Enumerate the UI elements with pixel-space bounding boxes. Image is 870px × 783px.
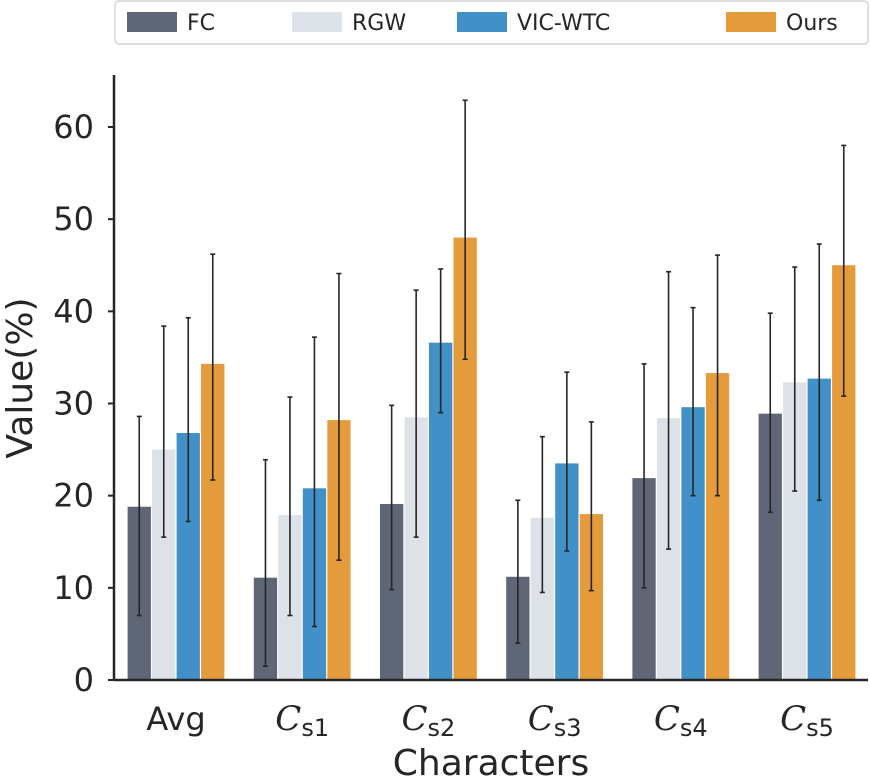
error-bar-fc-0 [136, 415, 142, 617]
legend-label-ours: Ours [786, 11, 838, 36]
bar-rgw-2 [404, 417, 428, 680]
x-tick-label-0: Avg [146, 700, 205, 738]
bar-vic-wtc-0 [176, 432, 200, 680]
error-bar-ours-0 [210, 253, 216, 481]
error-bar-vic-wtc-0 [185, 316, 191, 523]
error-bar-fc-5 [767, 312, 773, 514]
legend: FC RGW VIC-WTC Ours [114, 0, 869, 45]
y-tick-label-40: 40 [53, 292, 94, 330]
y-tick-label-0: 0 [74, 661, 94, 699]
bar-vic-wtc-3 [555, 463, 579, 680]
error-bar-rgw-2 [413, 289, 419, 538]
error-bar-vic-wtc-5 [816, 243, 822, 502]
legend-swatch-vic-wtc [457, 12, 507, 32]
bar-ours-5 [832, 265, 856, 680]
bar-ours-0 [201, 363, 225, 680]
x-axis-title: Characters [393, 743, 590, 783]
error-bars [136, 99, 847, 667]
legend-label-fc: FC [187, 11, 215, 36]
bar-ours-3 [579, 514, 603, 680]
error-bar-vic-wtc-2 [438, 268, 444, 414]
legend-label-vic-wtc: VIC-WTC [517, 11, 610, 36]
y-tick-label-30: 30 [53, 385, 94, 423]
error-bar-rgw-5 [792, 266, 798, 492]
error-bar-fc-4 [641, 363, 647, 589]
bar-vic-wtc-2 [429, 342, 453, 680]
legend-label-rgw: RGW [352, 11, 406, 36]
y-tick-label-20: 20 [53, 477, 94, 515]
x-axis-ticks: Avg Cs1 Cs2 Cs3 Cs4 Cs5 [146, 699, 834, 742]
error-bar-ours-4 [715, 254, 721, 497]
bar-ours-2 [453, 237, 477, 680]
error-bar-rgw-3 [539, 435, 545, 594]
error-bar-ours-1 [336, 272, 342, 561]
error-bar-vic-wtc-4 [690, 306, 696, 497]
error-bar-fc-3 [515, 499, 521, 644]
bar-rgw-5 [783, 382, 807, 680]
bar-rgw-3 [530, 517, 554, 680]
legend-swatch-fc [127, 12, 177, 32]
bar-ours-4 [705, 373, 730, 680]
y-tick-label-50: 50 [53, 200, 94, 238]
error-bar-ours-2 [462, 99, 468, 361]
x-tick-label-5: Cs5 [780, 699, 834, 742]
error-bar-ours-3 [588, 421, 594, 592]
bar-rgw-0 [152, 449, 176, 680]
y-axis-ticks: 0 10 20 30 40 50 60 [53, 108, 114, 699]
bar-fc-2 [380, 503, 404, 680]
bar-vic-wtc-4 [681, 407, 705, 680]
error-bar-vic-wtc-1 [311, 336, 317, 628]
legend-swatch-rgw [292, 12, 342, 32]
x-tick-label-4: Cs4 [654, 699, 708, 742]
error-bar-rgw-1 [287, 396, 293, 617]
bar-fc-5 [758, 413, 782, 680]
y-tick-label-10: 10 [53, 569, 94, 607]
error-bar-ours-5 [841, 144, 847, 397]
x-tick-label-1: Cs1 [275, 699, 329, 742]
error-bar-vic-wtc-3 [564, 371, 570, 552]
error-bar-fc-2 [389, 404, 395, 591]
legend-swatch-ours [726, 12, 776, 32]
y-axis-title: Value(%) [0, 297, 41, 458]
bar-vic-wtc-5 [807, 378, 831, 680]
y-tick-label-60: 60 [53, 108, 94, 146]
error-bar-rgw-0 [161, 325, 167, 538]
x-tick-label-2: Cs2 [402, 699, 456, 742]
x-tick-label-3: Cs3 [528, 699, 582, 742]
error-bar-rgw-4 [666, 270, 672, 550]
error-bar-fc-1 [262, 458, 268, 667]
bars [127, 237, 856, 680]
